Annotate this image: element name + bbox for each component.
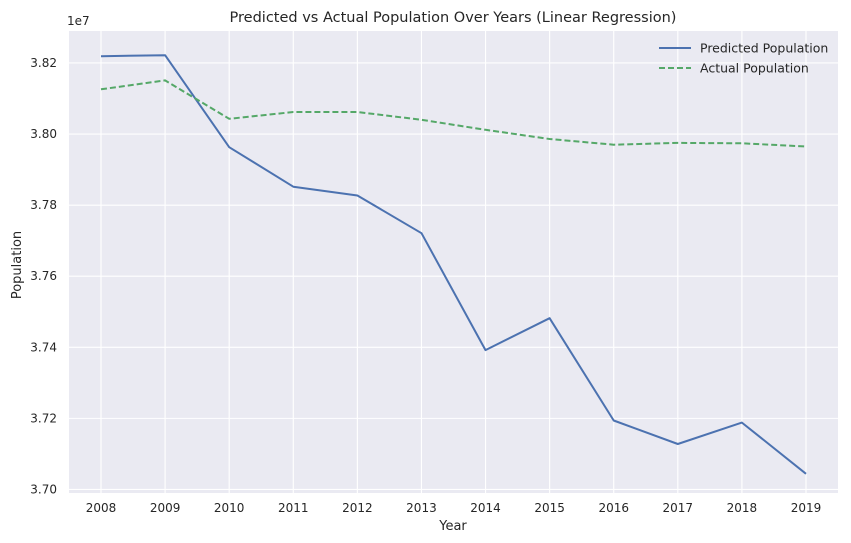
grid-lines — [69, 31, 838, 493]
x-axis-ticks: 2008 2009 2010 2011 2012 2013 2014 2015 2016 2017… — [86, 501, 822, 515]
x-tick-label: 2008 — [86, 501, 117, 515]
plot-area — [69, 31, 838, 493]
y-tick-label: 3.82 — [30, 56, 57, 70]
y-offset-label: 1e7 — [67, 14, 90, 28]
y-axis-ticks: 3.70 3.72 3.74 3.76 3.78 3.80 3.82 — [30, 56, 57, 496]
chart-title: Predicted vs Actual Population Over Year… — [230, 10, 677, 26]
predicted-population-line — [100, 54, 807, 475]
legend-label-predicted: Predicted Population — [700, 41, 828, 56]
x-tick-label: 2011 — [278, 501, 309, 515]
x-tick-label: 2012 — [342, 501, 373, 515]
series-lines — [100, 54, 807, 475]
legend-label-actual: Actual Population — [700, 61, 809, 76]
x-tick-label: 2017 — [663, 501, 694, 515]
x-tick-label: 2014 — [470, 501, 501, 515]
legend: Predicted Population Actual Population — [659, 41, 828, 76]
y-axis-label: Population — [10, 231, 25, 299]
x-tick-label: 2010 — [214, 501, 245, 515]
y-tick-label: 3.72 — [30, 411, 57, 425]
actual-population-line — [100, 79, 807, 148]
y-tick-label: 3.70 — [30, 482, 57, 496]
x-tick-label: 2018 — [727, 501, 758, 515]
x-tick-label: 2019 — [791, 501, 822, 515]
y-tick-label: 3.80 — [30, 127, 57, 141]
y-tick-label: 3.76 — [30, 269, 57, 283]
y-tick-label: 3.74 — [30, 340, 57, 354]
y-tick-label: 3.78 — [30, 198, 57, 212]
x-tick-label: 2009 — [150, 501, 181, 515]
x-tick-label: 2013 — [406, 501, 437, 515]
x-tick-label: 2016 — [598, 501, 629, 515]
x-tick-label: 2015 — [534, 501, 565, 515]
x-axis-label: Year — [438, 519, 467, 534]
